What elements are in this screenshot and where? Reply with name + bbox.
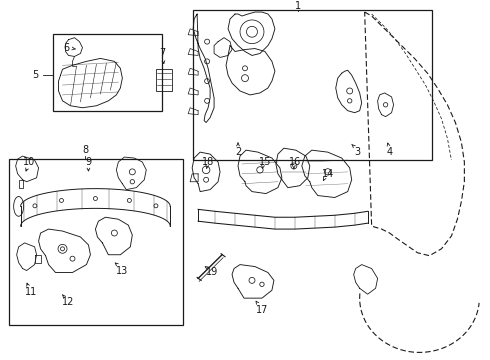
Text: 3: 3 <box>355 147 361 157</box>
Text: 5: 5 <box>32 70 39 80</box>
Text: 8: 8 <box>82 145 89 155</box>
Text: 7: 7 <box>159 49 165 58</box>
Bar <box>9 159 183 325</box>
Text: 16: 16 <box>289 157 301 167</box>
Text: 17: 17 <box>256 305 268 315</box>
Text: 10: 10 <box>23 157 35 167</box>
Text: 19: 19 <box>206 267 218 278</box>
Bar <box>193 10 433 160</box>
Bar <box>52 34 162 111</box>
Text: 9: 9 <box>85 157 92 167</box>
Text: 1: 1 <box>295 1 301 11</box>
Text: 6: 6 <box>63 42 70 53</box>
Text: 14: 14 <box>321 169 334 179</box>
Text: 12: 12 <box>62 297 74 307</box>
Text: 11: 11 <box>24 287 37 297</box>
Text: 18: 18 <box>202 157 214 167</box>
Text: 4: 4 <box>387 147 392 157</box>
Text: 2: 2 <box>235 147 241 157</box>
Bar <box>156 69 172 91</box>
Text: 13: 13 <box>116 266 128 275</box>
Text: 15: 15 <box>259 157 271 167</box>
